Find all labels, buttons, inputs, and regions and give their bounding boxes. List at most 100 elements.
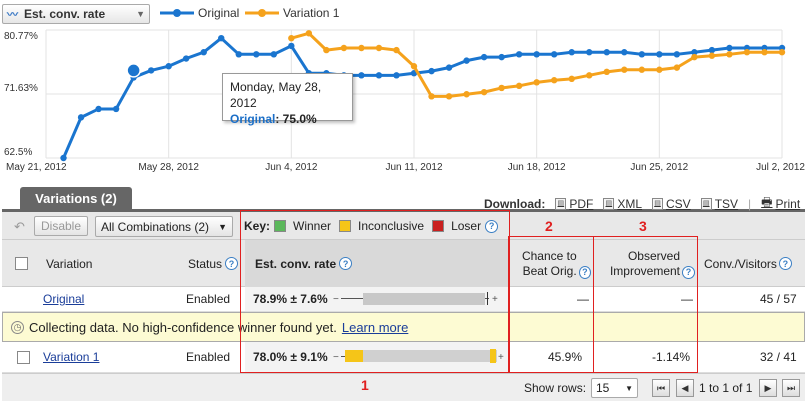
data-point: [586, 49, 593, 56]
data-point: [147, 67, 155, 74]
data-point: [621, 66, 628, 73]
col-conv-visitors-label: Conv./Visitors: [704, 256, 777, 271]
tooltip-value: : 75.0%: [275, 112, 317, 126]
col-status[interactable]: Status?: [188, 240, 239, 287]
data-point: [691, 53, 698, 61]
data-point: [761, 49, 768, 56]
data-point: [480, 53, 488, 61]
col-chance[interactable]: Chance to Beat Orig.?: [509, 240, 595, 287]
notice-bar: ◷ Collecting data. No high-confidence wi…: [2, 312, 805, 342]
data-point: [726, 51, 733, 58]
help-icon[interactable]: ?: [339, 257, 353, 270]
legend-variation-1[interactable]: Variation 1: [245, 6, 339, 20]
tooltip-series: Original: [230, 112, 276, 126]
chart-metric-icon: 〰: [7, 9, 18, 21]
data-point: [235, 51, 242, 58]
col-improvement[interactable]: Observed Improvement?: [595, 240, 699, 287]
range-minus: −: [333, 351, 339, 363]
prev-page-icon[interactable]: ◀: [676, 379, 694, 397]
inconclusive-bar-left: [345, 350, 363, 362]
undo-icon[interactable]: ↶: [14, 219, 25, 234]
data-point: [673, 51, 681, 58]
row-name-cell: Original: [43, 287, 84, 311]
tsv-icon: ▤: [700, 197, 712, 210]
data-point: [533, 79, 540, 86]
status-key: Key: Winner Inconclusive Loser ?: [244, 219, 499, 233]
col-variation[interactable]: Variation: [46, 256, 93, 271]
range-minus: −: [333, 293, 339, 305]
data-point: [603, 49, 610, 56]
data-point: [621, 49, 628, 56]
data-point: [445, 93, 453, 100]
data-point: [673, 64, 681, 71]
data-point: [708, 52, 716, 59]
download-pdf-label: PDF: [569, 196, 594, 211]
conv-visitors-value: 32 / 41: [760, 350, 797, 364]
key-loser: Loser: [451, 219, 482, 233]
help-icon[interactable]: ?: [578, 266, 591, 279]
select-all-checkbox[interactable]: [15, 257, 28, 270]
data-point: [428, 67, 435, 75]
print-link[interactable]: 🖶 Print: [761, 193, 800, 214]
data-point: [691, 49, 698, 56]
data-point: [778, 49, 786, 56]
legend-original[interactable]: Original: [160, 6, 239, 20]
help-icon[interactable]: ?: [225, 257, 239, 270]
table-row: Variation 1 Enabled 78.0% ± 9.1% − + 45.…: [2, 342, 805, 373]
key-label: Key:: [244, 219, 271, 233]
combinations-select[interactable]: All Combinations (2) ▼: [95, 216, 233, 237]
download-csv-label: CSV: [666, 196, 691, 211]
download-label: Download:: [484, 196, 546, 211]
col-metric-label: Est. conv. rate: [255, 256, 337, 271]
next-page-icon[interactable]: ▶: [759, 379, 777, 397]
print-icon: 🖶: [761, 195, 773, 209]
help-icon[interactable]: ?: [778, 257, 792, 270]
variation-link-variation-1[interactable]: Variation 1: [43, 350, 100, 364]
help-icon[interactable]: ?: [682, 266, 695, 279]
key-inconclusive: Inconclusive: [358, 219, 425, 233]
disable-button[interactable]: Disable: [34, 216, 89, 236]
last-page-icon[interactable]: ⏭: [782, 379, 800, 397]
legend-variation-swatch: [245, 9, 279, 17]
data-point: [270, 51, 278, 58]
data-point: [112, 105, 120, 113]
download-csv[interactable]: ▤ CSV: [652, 197, 691, 211]
x-tick-label: Jul 2, 2012: [756, 162, 805, 173]
download-bar: Download: ▤ PDF ▤ XML ▤ CSV ▤ TSV | 🖶 Print: [484, 193, 800, 214]
row-checkbox[interactable]: [17, 350, 30, 364]
download-xml[interactable]: ▤ XML: [603, 197, 642, 211]
data-point: [200, 49, 207, 56]
range-plus: +: [498, 351, 504, 363]
data-point: [410, 63, 418, 70]
data-point: [550, 77, 558, 84]
metric-dropdown[interactable]: 〰 Est. conv. rate ▼: [2, 4, 150, 24]
col-conv-visitors[interactable]: Conv./Visitors?: [704, 240, 792, 287]
row-status: Enabled: [186, 350, 231, 364]
rows-per-page-select[interactable]: 15 ▼: [591, 378, 638, 398]
download-tsv[interactable]: ▤ TSV: [700, 197, 738, 211]
winner-swatch: [274, 220, 287, 232]
data-point: [638, 51, 646, 58]
annotation-label-3: 3: [639, 218, 647, 234]
confidence-track: [345, 350, 497, 362]
rows-per-page-value: 15: [596, 381, 610, 395]
col-metric[interactable]: Est. conv. rate?: [245, 240, 509, 287]
data-point: [743, 49, 751, 56]
download-xml-label: XML: [617, 196, 643, 211]
metric-cell: 78.9% ± 7.6% − +: [245, 287, 509, 311]
conversion-rate-chart[interactable]: 80.77% 71.63% 62.5% May 21, 2012 May 28, 201…: [0, 22, 807, 177]
variation-link-original[interactable]: Original: [43, 292, 85, 306]
x-tick-label: May 21, 2012: [6, 162, 67, 173]
range-plus: +: [492, 293, 498, 305]
data-point: [77, 114, 85, 121]
data-point: [656, 51, 663, 58]
improvement-value: —: [681, 292, 693, 306]
data-point: [253, 51, 260, 58]
help-icon[interactable]: ?: [485, 219, 499, 233]
series-line-original: [62, 36, 782, 159]
learn-more-link[interactable]: Learn more: [341, 319, 409, 335]
tab-variations[interactable]: Variations (2): [20, 187, 132, 209]
download-pdf[interactable]: ▤ PDF: [555, 197, 593, 211]
first-page-icon[interactable]: ⏮: [652, 379, 670, 397]
rate-value: 78.0% ± 9.1%: [253, 350, 328, 364]
